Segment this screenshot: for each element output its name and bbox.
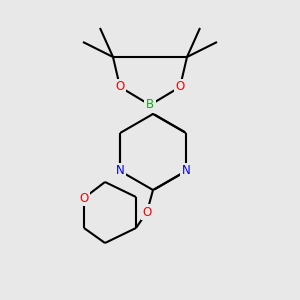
Text: O: O [176,80,184,94]
Text: O: O [116,80,124,94]
Text: N: N [116,164,124,178]
Text: B: B [146,98,154,112]
Text: N: N [182,164,190,178]
Text: O: O [142,206,152,218]
Text: O: O [80,191,88,205]
